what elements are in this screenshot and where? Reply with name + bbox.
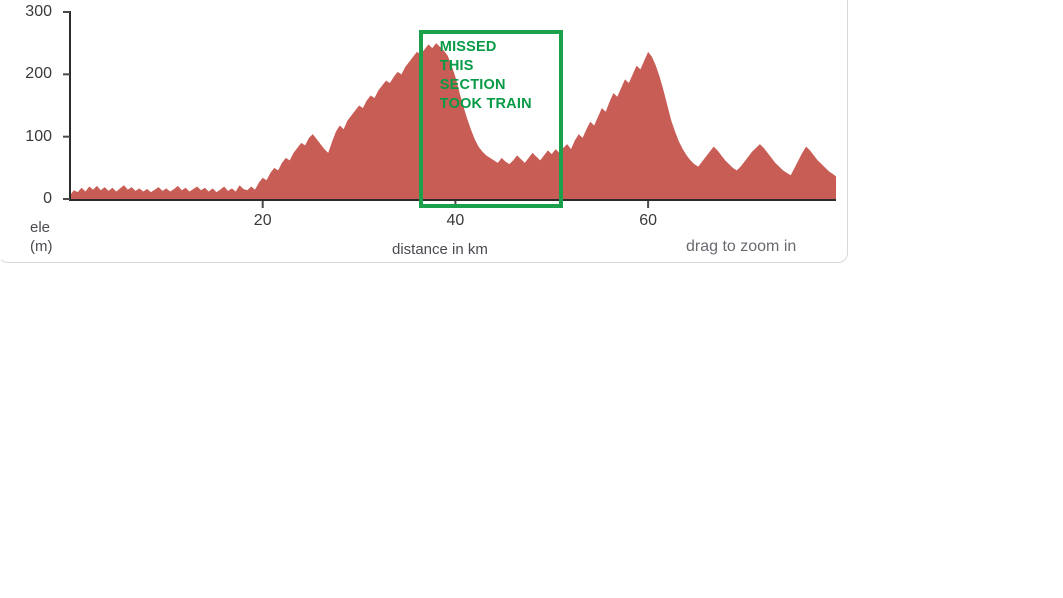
y-axis-caption-line2: (m) [30, 238, 53, 255]
elevation-area-series [70, 43, 836, 199]
elevation-chart[interactable]: 300 200 100 0 20 40 60 ele (m) distance … [0, 0, 850, 265]
chart-axes [69, 11, 836, 201]
drag-to-zoom-hint: drag to zoom in [686, 238, 797, 255]
x-axis-caption: distance in km [392, 241, 488, 258]
annotation-line-1: MISSED [439, 38, 497, 55]
y-tick-label-100: 100 [25, 127, 52, 145]
x-tick-label-40: 40 [446, 212, 465, 229]
y-tick-label-200: 200 [25, 65, 52, 83]
y-axis-caption-line1: ele [30, 219, 51, 236]
annotation-line-4: TOOK TRAIN [439, 96, 532, 113]
missed-section-annotation-text: MISSED THIS SECTION TOOK TRAIN [440, 38, 560, 115]
elevation-area-path [70, 43, 836, 199]
y-tick-label-300: 300 [25, 3, 52, 20]
x-tick-label-20: 20 [253, 212, 272, 229]
y-tick-label-0: 0 [43, 190, 52, 207]
x-tick-label-60: 60 [639, 212, 657, 229]
annotation-line-3: SECTION [439, 77, 506, 94]
annotation-line-2: THIS [439, 57, 474, 74]
y-axis-caption: ele (m) [30, 218, 53, 256]
